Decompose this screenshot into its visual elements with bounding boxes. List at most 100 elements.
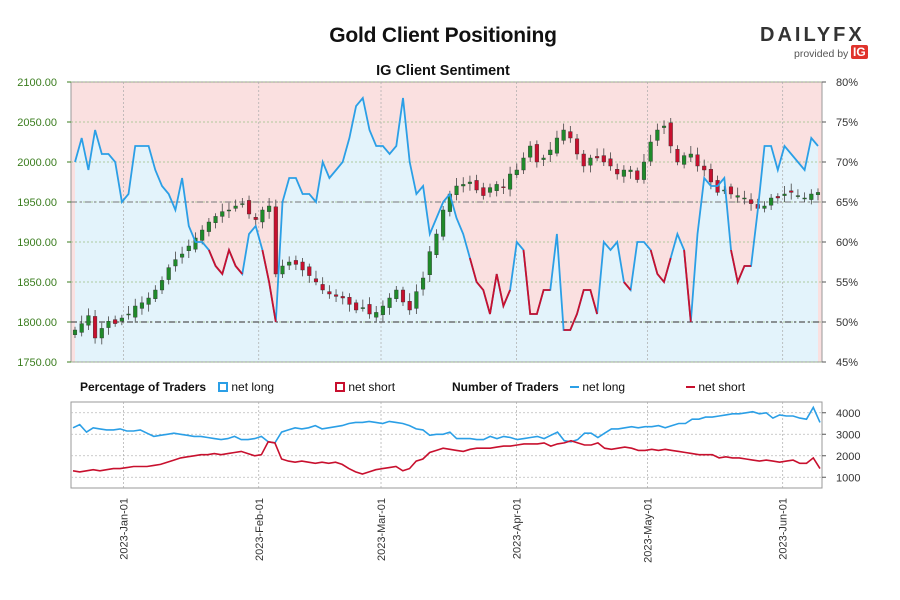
- candle-body: [454, 185, 459, 196]
- net-long-square-icon: [218, 382, 228, 392]
- candle-body: [106, 321, 111, 328]
- left-tick-label: 2050.00: [17, 117, 57, 129]
- sub-tick-label: 3000: [836, 429, 860, 441]
- net-short-pct-line: [683, 249, 692, 323]
- net-short-pct-line: [730, 249, 752, 286]
- candle-body: [166, 267, 171, 280]
- candle-body: [795, 195, 800, 197]
- candle-body: [742, 197, 747, 200]
- candle-body: [541, 157, 546, 160]
- candle-body: [521, 157, 526, 171]
- left-tick-label: 2000.00: [17, 157, 57, 169]
- candle-body: [407, 301, 412, 311]
- left-tick-label: 1900.00: [17, 237, 57, 249]
- candle-body: [595, 156, 600, 159]
- candle-body: [427, 251, 432, 276]
- candle-body: [320, 284, 325, 291]
- candle-body: [621, 169, 626, 177]
- right-tick-label: 50%: [836, 317, 858, 329]
- candle-body: [193, 237, 198, 250]
- candle-body: [126, 313, 131, 316]
- net-short-pct-line: [649, 249, 672, 284]
- net-short-square-icon: [335, 382, 345, 392]
- candle-body: [802, 197, 807, 200]
- candle-body: [374, 312, 379, 318]
- candle-body: [186, 245, 191, 252]
- net-short-count-line: [72, 439, 821, 475]
- candle-body: [72, 329, 78, 336]
- candle-body: [749, 199, 754, 204]
- brand-name: DAILYFX: [760, 24, 870, 47]
- candle-body: [508, 173, 513, 190]
- candle-body: [789, 190, 794, 193]
- right-tick-label: 70%: [836, 157, 858, 169]
- ig-logo: IG: [851, 45, 868, 59]
- candle-body: [769, 197, 774, 206]
- net-long-pct-line: [74, 96, 819, 331]
- candle-body: [287, 261, 292, 266]
- candle-body: [233, 205, 238, 209]
- legend-number-label: Number of Traders: [452, 380, 559, 394]
- x-tick-label: 2023-May-01: [642, 498, 654, 563]
- candle-body: [655, 129, 660, 141]
- left-tick-label: 1750.00: [17, 357, 57, 369]
- legend: Percentage of Traders net long net short…: [80, 380, 880, 396]
- candle-body: [394, 289, 399, 300]
- candle-body: [534, 144, 539, 163]
- sub-frame: [70, 401, 823, 489]
- candle-body: [809, 193, 814, 200]
- net-short-pct-line: [522, 249, 551, 315]
- axes: 1750.00 1800.00 1850.00 1900.00 1950.00 2000.…: [17, 77, 858, 563]
- candle-body: [79, 323, 84, 333]
- candle-body: [354, 302, 359, 311]
- candle-body: [441, 209, 446, 237]
- dailyfx-logo: DAILYFX provided by IG: [760, 24, 870, 60]
- traders-count-panel: 1000 2000 3000 4000: [70, 401, 860, 489]
- candle-body: [180, 253, 185, 258]
- brand-name-part1: DAILY: [760, 24, 834, 46]
- candle-body: [528, 145, 533, 158]
- right-tick-label: 65%: [836, 197, 858, 209]
- candle-body: [347, 297, 352, 305]
- candle-body: [119, 317, 124, 322]
- left-tick-label: 1850.00: [17, 277, 57, 289]
- candle-body: [728, 186, 734, 195]
- x-tick-label: 2023-Mar-01: [376, 498, 388, 561]
- x-tick-label: 2023-Jan-01: [118, 498, 130, 560]
- brand-name-part2: FX: [833, 24, 865, 46]
- plot-frame: [70, 81, 823, 363]
- candle-body: [514, 169, 519, 175]
- candle-body: [153, 289, 158, 300]
- candle-body: [421, 277, 426, 290]
- x-tick-label: 2023-Jun-01: [778, 498, 790, 560]
- candle-body: [561, 129, 566, 141]
- sentiment-lines: [74, 96, 819, 331]
- candle-body: [139, 302, 144, 309]
- candle-body: [461, 184, 466, 187]
- candle-body: [635, 170, 640, 180]
- candle-body: [662, 125, 667, 128]
- candle-body: [240, 203, 245, 205]
- candle-body: [206, 221, 211, 232]
- candle-body: [367, 304, 372, 315]
- candle-body: [474, 180, 479, 191]
- candle-body: [226, 209, 231, 212]
- candle-body: [380, 305, 385, 316]
- candle-body: [146, 297, 151, 305]
- candle-body: [708, 168, 713, 183]
- net-short-pct-line: [623, 281, 632, 291]
- right-tick-label: 60%: [836, 237, 858, 249]
- right-tick-label: 55%: [836, 277, 858, 289]
- candle-body: [267, 205, 272, 212]
- net-long-count-line: [72, 405, 821, 444]
- sub-tick-label: 1000: [836, 472, 860, 484]
- candle-body: [775, 196, 780, 199]
- net-short-pct-line: [208, 247, 243, 276]
- candle-body: [86, 315, 91, 326]
- candle-body: [467, 181, 472, 184]
- candle-body: [762, 205, 767, 209]
- candle-body: [434, 233, 439, 255]
- candle-body: [253, 216, 258, 220]
- candle-body: [213, 216, 218, 223]
